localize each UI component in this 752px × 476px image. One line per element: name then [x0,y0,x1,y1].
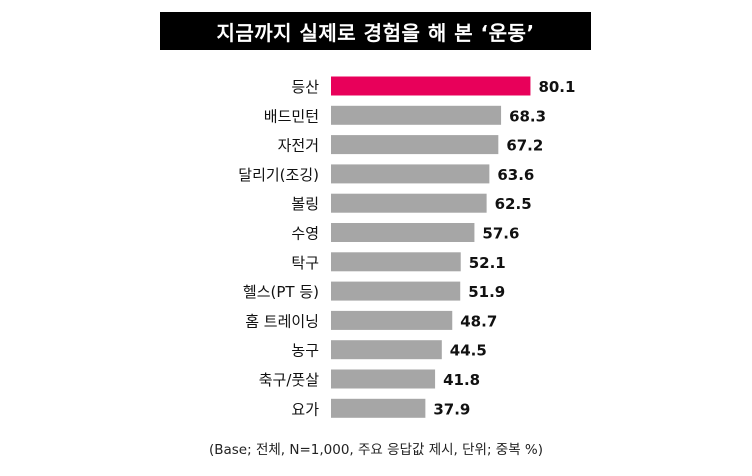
category-label: 볼링 [291,195,319,213]
bar [331,281,461,301]
bar-chart: 등산 80.1 배드민턴 68.3 자전거 67.2 달리기(조깅) 63.6 볼링 62.5 수영… [238,76,575,418]
bar [331,223,475,242]
category-label: 배드민턴 [264,107,319,125]
category-label: 자전거 [278,137,319,155]
category-label: 탁구 [291,254,319,272]
category-label: 수영 [291,225,319,243]
value-label: 48.7 [460,312,497,330]
value-label: 52.1 [469,254,506,272]
bar [331,193,487,213]
value-label: 67.2 [506,137,543,155]
bar [331,105,502,125]
value-label: 51.9 [468,283,505,301]
footnote: (Base; 전체, N=1,000, 주요 응답값 제시, 단위; 중복 %) [208,442,544,458]
value-label: 37.9 [433,400,470,418]
value-label: 41.8 [443,371,480,389]
value-label: 57.6 [482,225,519,243]
bar [331,164,490,184]
bar [331,398,426,418]
category-label: 요가 [291,400,319,418]
category-label: 홈 트레이닝 [245,312,319,330]
category-label: 달리기(조깅) [238,166,319,184]
value-label: 63.6 [497,166,534,184]
category-label: 등산 [291,78,319,96]
bar-highlighted [331,76,531,96]
value-label: 80.1 [538,78,575,96]
bar [331,369,436,389]
category-label: 헬스(PT 등) [243,283,319,301]
bar [331,252,461,272]
value-label: 68.3 [509,107,546,125]
bar [331,135,499,155]
bar [331,340,442,360]
value-label: 44.5 [450,342,487,360]
category-label: 축구/풋살 [259,371,319,389]
category-label: 농구 [291,342,319,360]
bar [331,310,453,330]
chart-title: 지금까지 실제로 경험을 해 본 ‘운동’ [160,12,591,50]
value-label: 62.5 [495,195,532,213]
